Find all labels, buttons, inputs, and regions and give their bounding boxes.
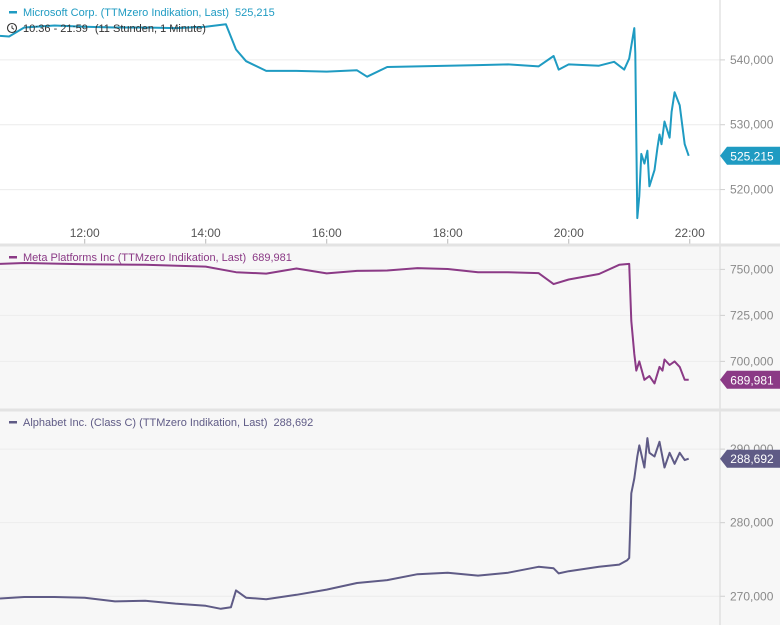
legend-last-value: 525,215 — [235, 7, 275, 19]
clock-icon — [6, 22, 18, 34]
last-value-label: 288,692 — [730, 452, 774, 466]
legend-title: Meta Platforms Inc (TTMzero Indikation, … — [23, 252, 246, 264]
chart-panel-2: 700,000 725,000 750,000 689,981 Meta Platfor… — [0, 245, 780, 410]
legend-title: Microsoft Corp. (TTMzero Indikation, Las… — [23, 7, 229, 19]
time-range-label: 10:36 - 21:59 — [23, 23, 88, 35]
series-line — [0, 23, 690, 220]
series-line — [0, 262, 689, 385]
y-tick-label: 725,000 — [730, 308, 774, 322]
legend-last-value: 689,981 — [252, 252, 292, 264]
clock-face — [6, 22, 18, 34]
legend-title: Alphabet Inc. (Class C) (TTMzero Indikat… — [23, 417, 268, 429]
last-value-badge — [720, 449, 780, 468]
x-tick-label: 12:00 — [70, 226, 100, 240]
series-line — [0, 437, 690, 610]
x-tick-label: 18:00 — [433, 226, 463, 240]
y-tick-label: 540,000 — [730, 53, 774, 67]
panel-background — [0, 410, 780, 625]
legend-swatch — [9, 256, 17, 259]
last-value-label: 525,215 — [730, 149, 774, 163]
y-tick-label: 280,000 — [730, 516, 774, 530]
panel-background — [0, 245, 780, 410]
legend-last-value: 288,692 — [274, 417, 314, 429]
y-tick-label: 270,000 — [730, 589, 774, 603]
x-tick-label: 22:00 — [675, 226, 705, 240]
x-tick-label: 16:00 — [312, 226, 342, 240]
last-value-label: 689,981 — [730, 373, 774, 387]
panel-separator — [0, 243, 780, 247]
panel-background — [0, 0, 780, 245]
y-tick-label: 530,000 — [730, 118, 774, 132]
clock-hands — [11, 25, 15, 30]
y-tick-label: 520,000 — [730, 183, 774, 197]
last-value-badge — [720, 146, 780, 165]
legend-swatch — [9, 11, 17, 14]
x-tick-label: 14:00 — [191, 226, 221, 240]
x-tick-label: 20:00 — [554, 226, 584, 240]
interval-label: (11 Stunden, 1 Minute) — [95, 23, 206, 35]
legend-swatch — [9, 421, 17, 424]
last-value-badge — [720, 370, 780, 389]
panel-separator — [0, 408, 780, 412]
chart-panel-1: 520,000 530,000 540,000 12:00 14:00 16:00 18:0… — [0, 0, 780, 245]
y-tick-label: 750,000 — [730, 262, 774, 276]
y-tick-label: 700,000 — [730, 354, 774, 368]
